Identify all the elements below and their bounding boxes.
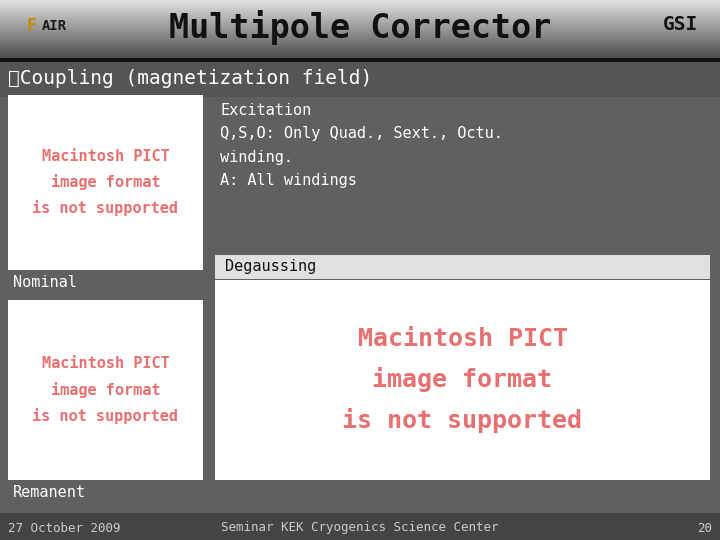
Text: Excitation
Q,S,O: Only Quad., Sext., Octu.
winding.
A: All windings: Excitation Q,S,O: Only Quad., Sext., Oct… bbox=[220, 103, 503, 188]
Text: F: F bbox=[27, 17, 37, 35]
Bar bbox=[8, 95, 203, 270]
Text: Macintosh PICT
image format
is not supported: Macintosh PICT image format is not suppo… bbox=[343, 327, 582, 433]
Text: Macintosh PICT
image format
is not supported: Macintosh PICT image format is not suppo… bbox=[32, 148, 179, 217]
Text: ・Coupling (magnetization field): ・Coupling (magnetization field) bbox=[8, 69, 372, 87]
Text: Seminar KEK Cryogenics Science Center: Seminar KEK Cryogenics Science Center bbox=[221, 522, 499, 535]
Text: Degaussing: Degaussing bbox=[225, 260, 316, 274]
Bar bbox=[0, 513, 720, 540]
Text: AIR: AIR bbox=[42, 19, 67, 33]
Text: Nominal: Nominal bbox=[13, 275, 77, 290]
Text: 20: 20 bbox=[697, 522, 712, 535]
Bar bbox=[8, 300, 203, 480]
Text: Remanent: Remanent bbox=[13, 485, 86, 500]
Text: 27 October 2009: 27 October 2009 bbox=[8, 522, 120, 535]
Bar bbox=[215, 280, 710, 480]
Text: GSI: GSI bbox=[662, 15, 698, 34]
Bar bbox=[0, 62, 720, 97]
Text: Multipole Corrector: Multipole Corrector bbox=[168, 10, 552, 45]
Text: Macintosh PICT
image format
is not supported: Macintosh PICT image format is not suppo… bbox=[32, 356, 179, 424]
Bar bbox=[0, 58, 720, 62]
Bar bbox=[215, 255, 710, 279]
